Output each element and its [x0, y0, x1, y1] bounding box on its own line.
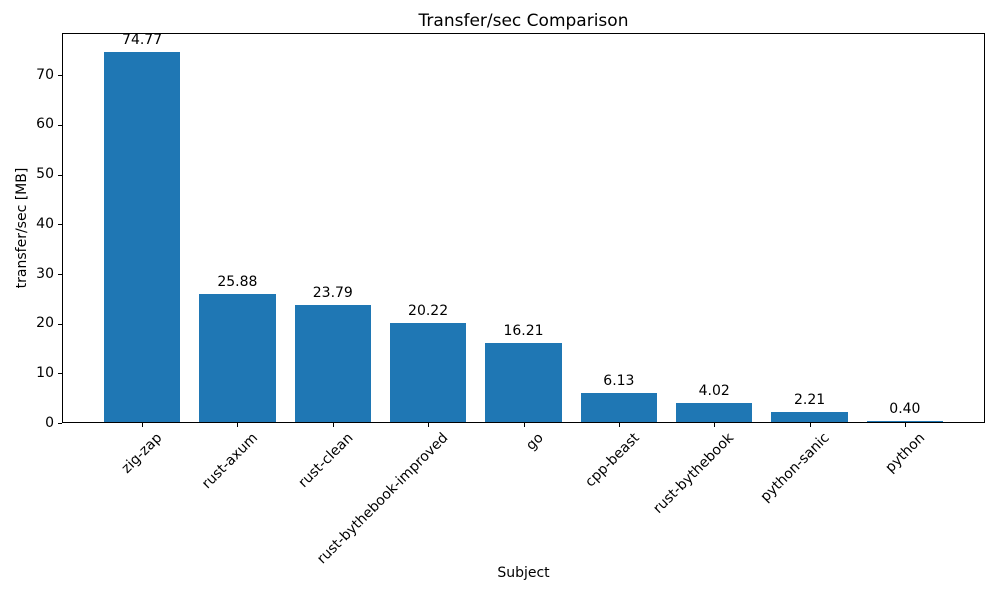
x-tick-label: rust-axum [198, 430, 261, 493]
bar [104, 51, 181, 423]
bar [676, 403, 753, 423]
y-tick-label: 40 [36, 215, 54, 232]
bar-value-label: 74.77 [122, 31, 163, 48]
x-axis-tick [618, 423, 620, 427]
bar [485, 342, 562, 423]
x-tick-label: zig-zap [118, 430, 166, 477]
bar [294, 304, 371, 423]
chart-title: Transfer/sec Comparison [418, 11, 629, 31]
y-axis-tick [58, 423, 62, 424]
x-axis-tick [428, 423, 430, 427]
x-tick-label: python-sanic [757, 430, 833, 506]
x-axis-tick [523, 423, 525, 427]
y-axis-tick [58, 274, 62, 275]
y-tick-label: 30 [36, 265, 54, 282]
x-tick-label: cpp-beast [581, 430, 643, 491]
bar [771, 412, 848, 423]
y-axis-tick [58, 323, 62, 325]
bar-value-label: 0.40 [889, 401, 921, 417]
y-axis-tick [58, 124, 62, 126]
x-tick-label: rust-bythebook [650, 430, 738, 517]
x-axis-tick [237, 423, 239, 427]
x-axis-label: Subject [497, 565, 550, 581]
bar-value-label: 6.13 [603, 372, 635, 389]
x-tick-label: python [882, 430, 929, 476]
y-axis-tick [58, 75, 62, 77]
bar [390, 322, 467, 423]
x-tick-label: go [523, 430, 547, 454]
bar-value-label: 25.88 [217, 274, 258, 291]
bar [199, 294, 276, 423]
y-axis-label: transfer/sec [MB] [14, 167, 30, 289]
x-axis-tick [904, 423, 906, 427]
y-axis-tick [58, 224, 62, 226]
y-tick-label: 60 [36, 116, 54, 133]
bar-value-label: 4.02 [698, 383, 730, 399]
x-axis-tick [809, 423, 811, 427]
x-axis-tick [332, 423, 334, 427]
bar-value-label: 20.22 [408, 302, 449, 319]
y-tick-label: 50 [36, 166, 54, 183]
y-axis-tick [58, 174, 62, 176]
bar [580, 392, 657, 423]
bar-value-label: 23.79 [312, 284, 353, 301]
y-tick-label: 70 [36, 66, 54, 83]
x-axis-tick [714, 423, 716, 427]
x-axis-tick [142, 423, 144, 427]
y-tick-label: 20 [36, 315, 54, 332]
x-tick-label: rust-clean [295, 430, 357, 491]
y-axis-tick [58, 373, 62, 375]
y-tick-label: 10 [36, 364, 54, 381]
bar-value-label: 16.21 [503, 322, 544, 339]
bar-value-label: 2.21 [794, 392, 826, 408]
y-tick-label: 0 [45, 414, 54, 431]
